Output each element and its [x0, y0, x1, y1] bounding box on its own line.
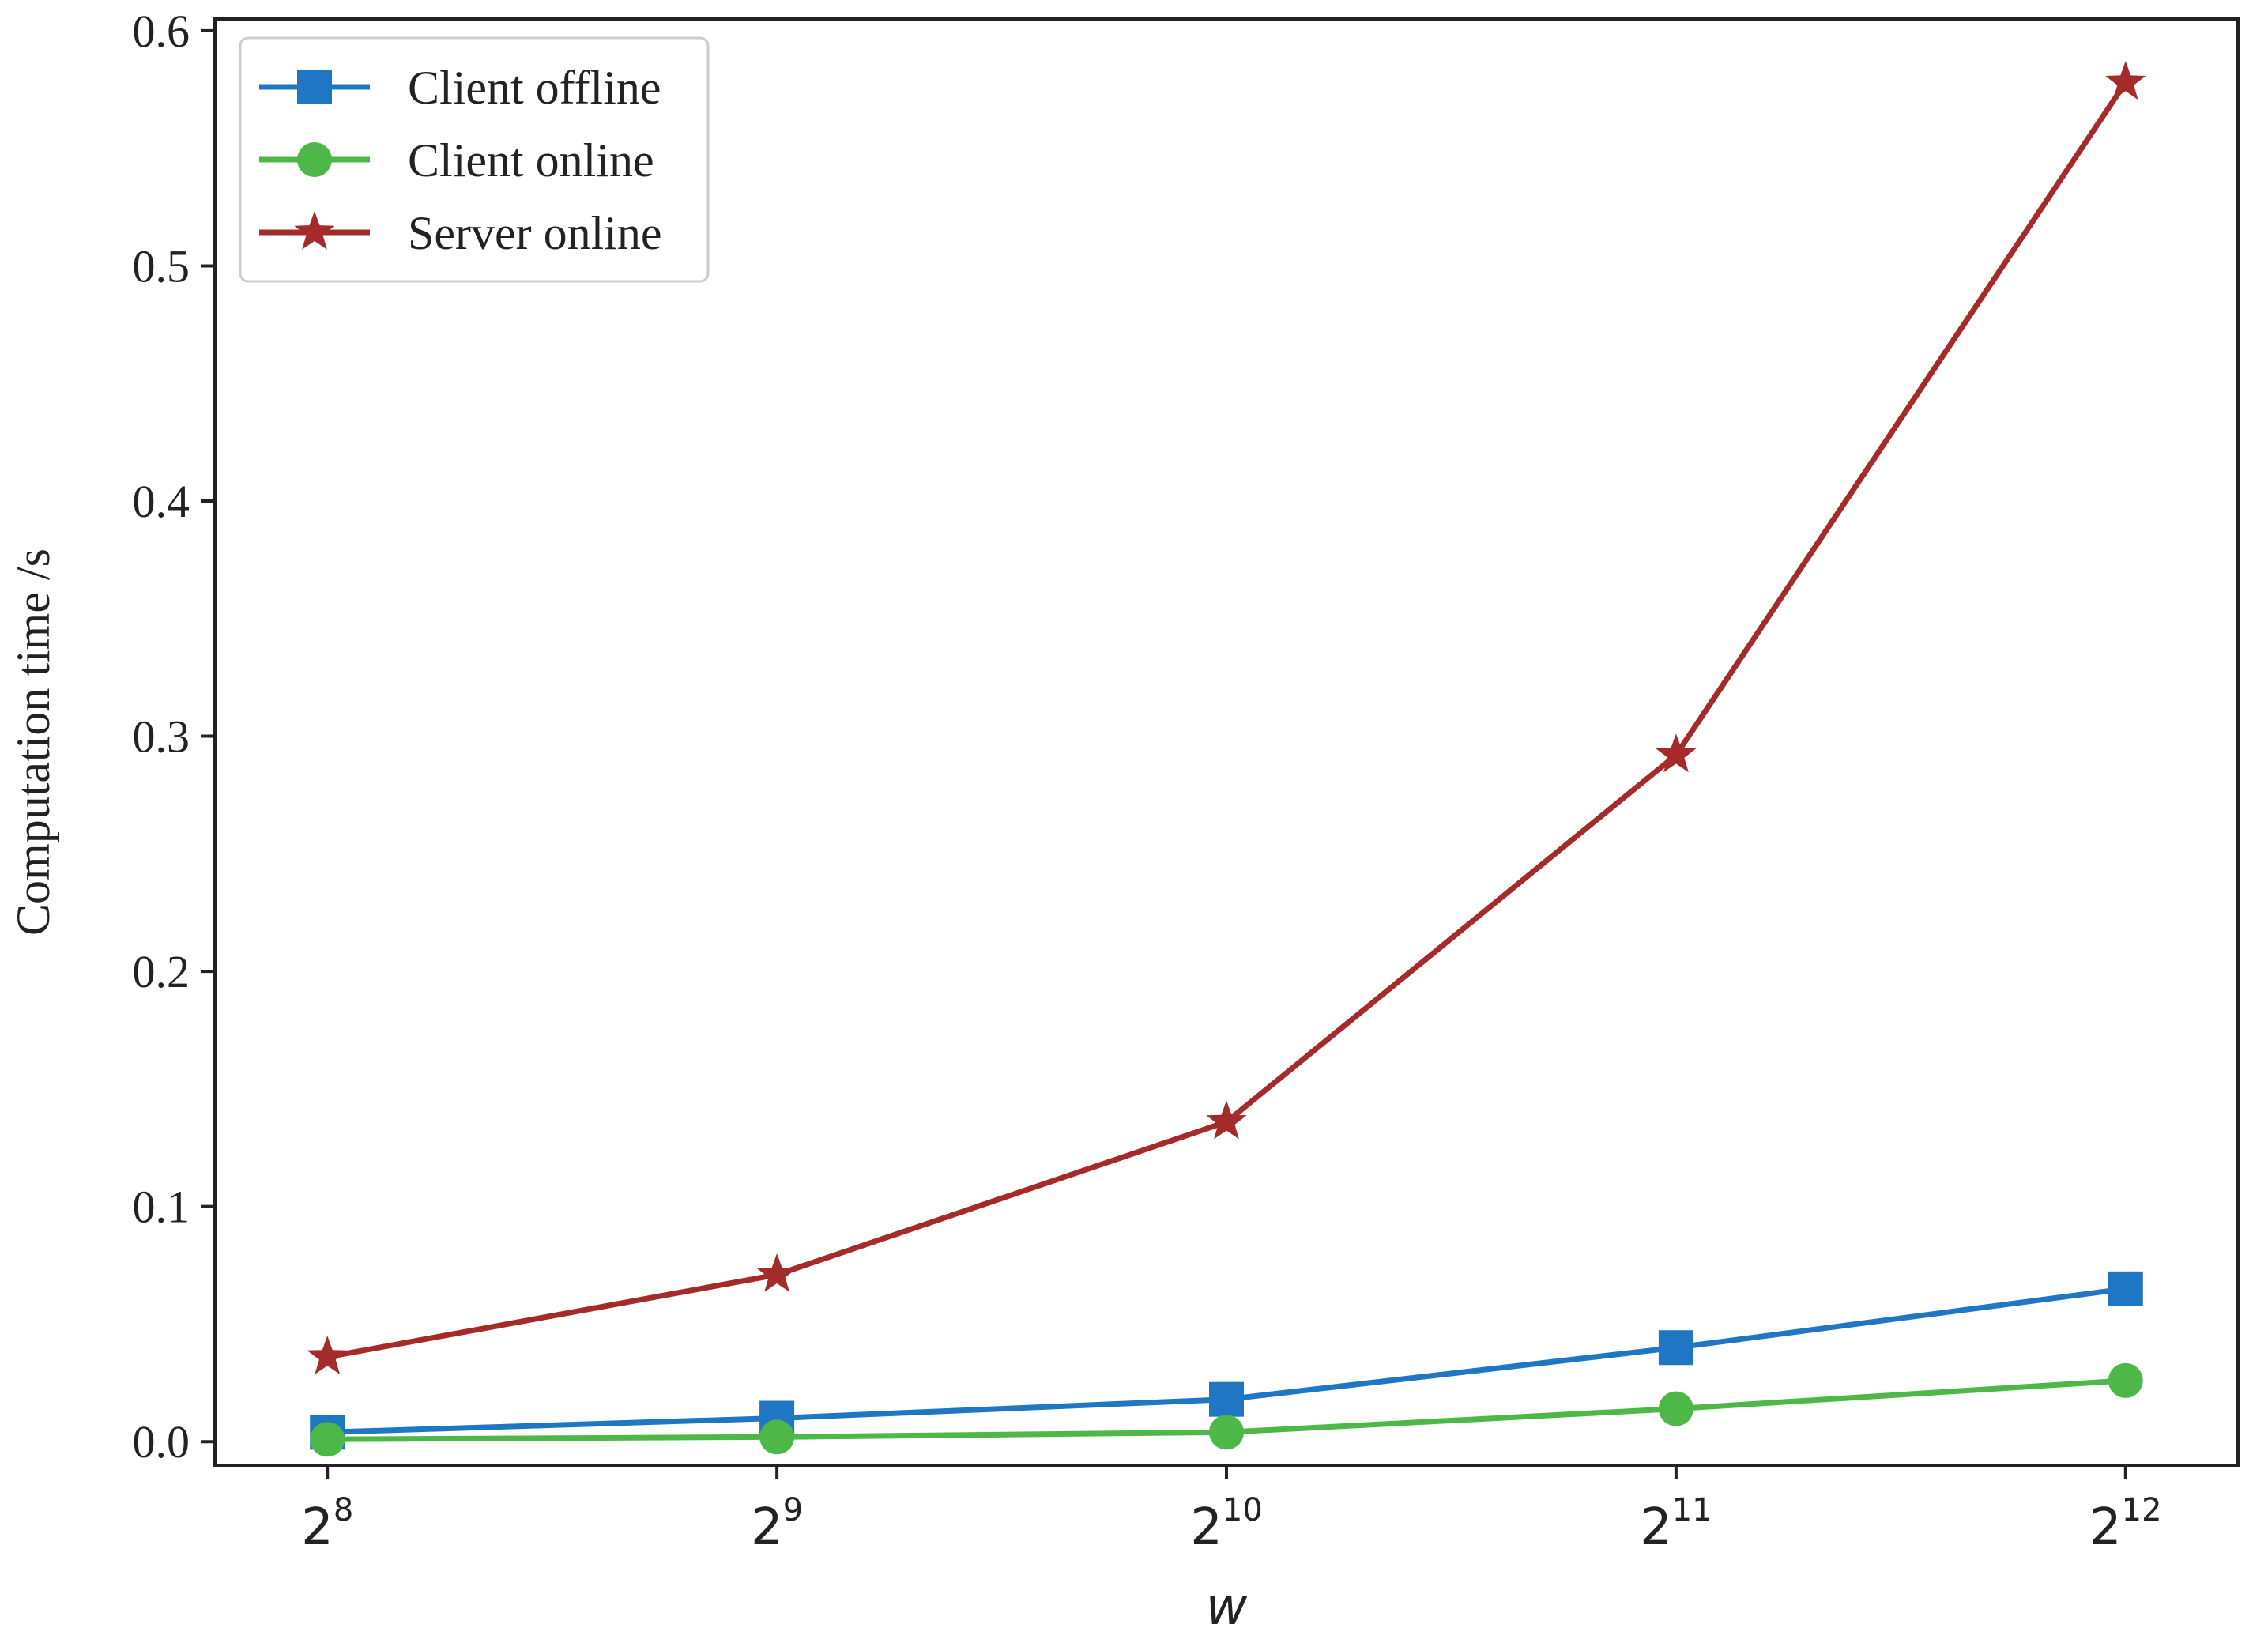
data-point — [1206, 1100, 1247, 1140]
x-tick-label: 212 — [2089, 1492, 2162, 1557]
legend-item: Client online — [259, 134, 654, 187]
legend-item: Server online — [259, 207, 662, 259]
data-point — [2108, 1362, 2143, 1398]
legend-label: Server online — [408, 207, 662, 259]
data-point — [1656, 733, 1697, 773]
x-tick-base: 2 — [1640, 1498, 1672, 1557]
y-tick-label: 0.3 — [133, 711, 190, 763]
legend-marker — [297, 142, 332, 177]
data-point — [2105, 61, 2146, 100]
legend-box — [239, 36, 710, 283]
x-tick-label: 211 — [1640, 1492, 1712, 1557]
x-axis: 28 29 210 211 212 — [301, 1465, 2162, 1557]
legend: Client offline Client online Server online — [239, 36, 710, 283]
legend-marker — [294, 211, 335, 250]
data-point — [310, 1422, 345, 1457]
data-point — [1658, 1391, 1693, 1426]
x-tick-exponent: 12 — [2122, 1492, 2162, 1528]
x-axis-label: w — [1206, 1578, 1248, 1637]
data-point — [2108, 1271, 2143, 1306]
series-layer — [307, 61, 2146, 1457]
legend-marker — [297, 70, 332, 104]
x-tick-exponent: 10 — [1223, 1492, 1263, 1528]
x-tick-base: 2 — [1190, 1498, 1223, 1557]
y-tick-label: 0.0 — [133, 1416, 190, 1468]
x-tick-exponent: 8 — [333, 1492, 353, 1528]
y-tick-label: 0.5 — [133, 240, 190, 292]
x-tick-label: 210 — [1190, 1492, 1263, 1557]
series-client-online — [310, 1362, 2143, 1457]
data-point — [1658, 1330, 1693, 1366]
x-tick-label: 29 — [751, 1492, 803, 1557]
x-tick-label: 28 — [301, 1492, 353, 1557]
data-point — [1209, 1415, 1244, 1450]
data-point — [756, 1253, 797, 1292]
y-tick-label: 0.1 — [133, 1181, 190, 1233]
legend-item: Client offline — [259, 62, 661, 114]
series-server-online — [307, 61, 2146, 1374]
x-tick-exponent: 9 — [783, 1492, 803, 1528]
data-point — [759, 1419, 795, 1455]
x-tick-base: 2 — [2089, 1498, 2122, 1557]
x-tick-exponent: 11 — [1672, 1492, 1712, 1528]
y-tick-label: 0.4 — [133, 476, 190, 527]
data-point — [1209, 1381, 1244, 1417]
data-point — [307, 1336, 348, 1374]
y-tick-label: 0.6 — [133, 6, 190, 57]
x-tick-base: 2 — [751, 1498, 783, 1557]
legend-label: Client offline — [408, 62, 661, 114]
x-tick-base: 2 — [301, 1498, 333, 1557]
y-axis: 0.0 0.1 0.2 0.3 0.4 0.5 0.6 — [133, 6, 215, 1468]
series-client-offline — [310, 1271, 2143, 1450]
legend-label: Client online — [408, 134, 654, 187]
y-axis-label: Computation time /s — [7, 548, 59, 936]
y-tick-label: 0.2 — [133, 946, 190, 997]
